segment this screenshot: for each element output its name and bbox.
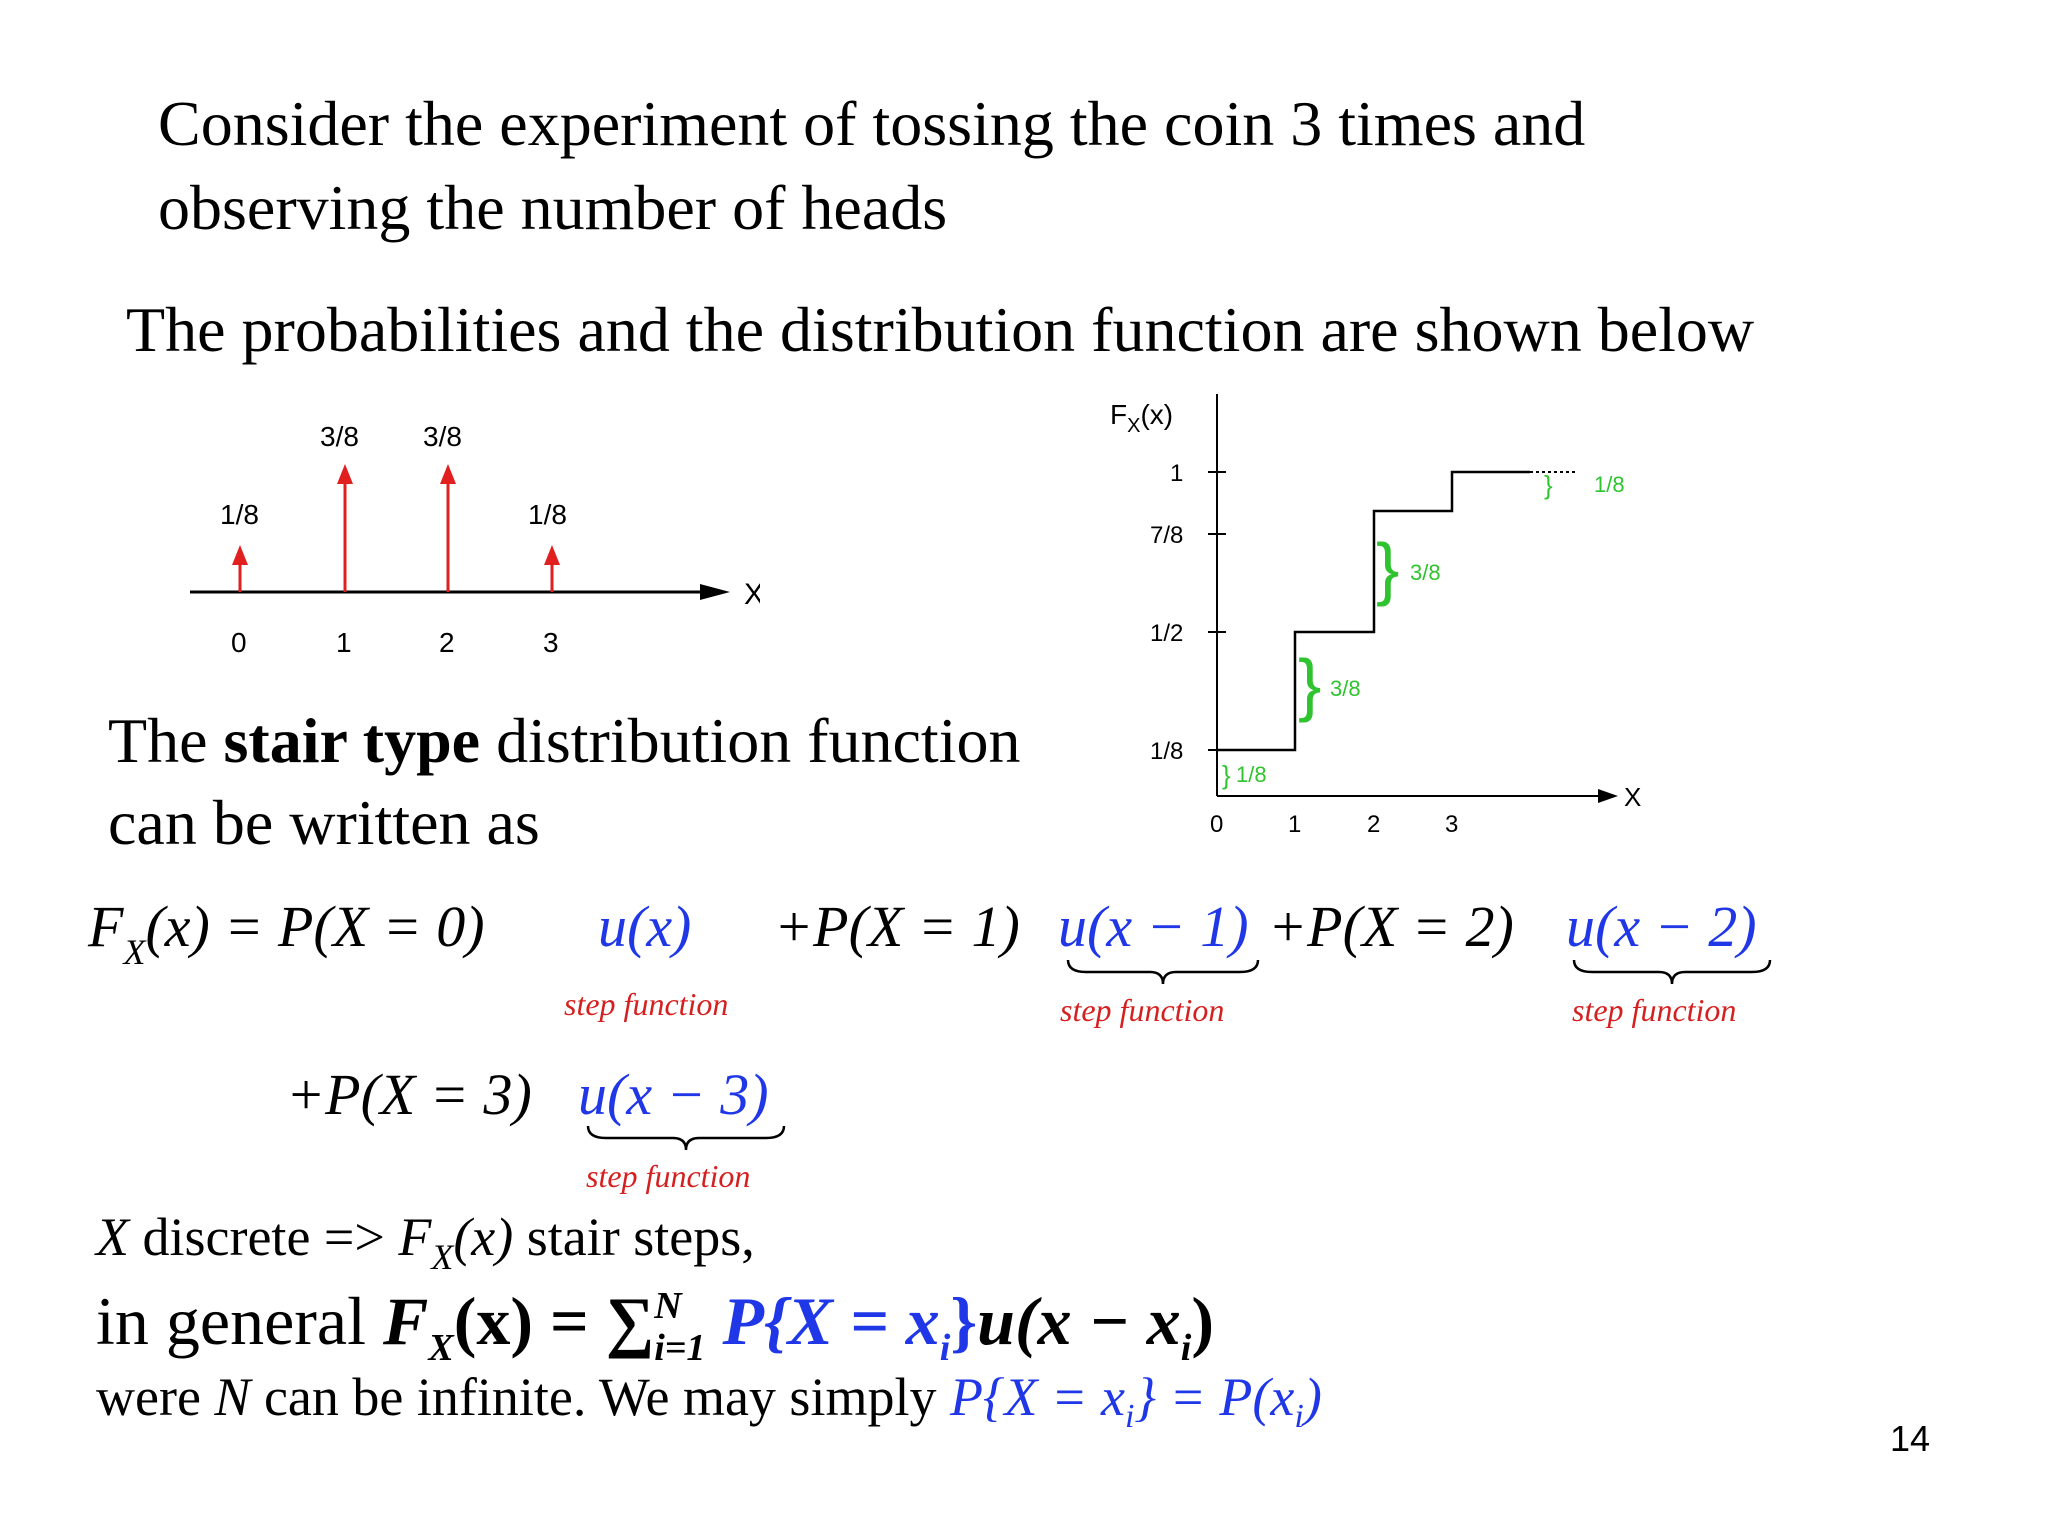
step-function-note-0: step function bbox=[564, 986, 729, 1022]
intro-line-2: observing the number of heads bbox=[158, 172, 948, 243]
cdf-y-tick-1-2: 1/2 bbox=[1150, 620, 1183, 647]
equation-line-1: FX(x) = P(X = 0) bbox=[88, 894, 485, 972]
brace-3 bbox=[586, 1125, 786, 1151]
cdf-chart: FX(x) X 1 7/8 1/2 1/8 0 1 2 3 } 1/8 } 3/… bbox=[1110, 394, 1641, 838]
cdf-x-axis bbox=[1217, 789, 1618, 803]
general-formula-line: in general FX(x) = ∑Ni=1 P{X = xi}u(x − … bbox=[96, 1283, 1215, 1369]
cdf-jump-3: 1/8 bbox=[1594, 472, 1625, 497]
cdf-x-tick-1: 1 bbox=[1288, 811, 1301, 838]
brace-1 bbox=[1066, 959, 1260, 985]
svg-text:}: } bbox=[1544, 470, 1553, 500]
discrete-line: X discrete => FX(x) stair steps, bbox=[96, 1207, 755, 1277]
stair-line-2: can be written as bbox=[108, 787, 540, 858]
cdf-axis-label: X bbox=[1624, 782, 1641, 812]
pmf-tick-2: 2 bbox=[439, 627, 455, 658]
pmf-tick-0: 0 bbox=[231, 627, 247, 658]
cdf-y-tick-1: 1 bbox=[1170, 460, 1183, 487]
cdf-jump-annotations: } 1/8 } 3/8 } 3/8 } 1/8 bbox=[1222, 470, 1625, 790]
svg-text:}: } bbox=[1376, 529, 1399, 607]
cdf-jump-0: 1/8 bbox=[1236, 762, 1267, 787]
cdf-jump-1: 3/8 bbox=[1330, 676, 1361, 701]
pmf-tick-1: 1 bbox=[336, 627, 352, 658]
equation-term-3: +P(X = 3) bbox=[286, 1062, 532, 1127]
cdf-x-tick-0: 0 bbox=[1210, 811, 1223, 838]
svg-text:}: } bbox=[1298, 645, 1321, 723]
pmf-impulse-1 bbox=[337, 464, 353, 592]
pmf-impulse-3 bbox=[544, 545, 560, 592]
step-function-note-2: step function bbox=[1572, 992, 1737, 1028]
svg-text:FX(x): FX(x) bbox=[1110, 399, 1173, 437]
pmf-label-3: 1/8 bbox=[528, 499, 567, 530]
pmf-impulse-2 bbox=[440, 464, 456, 592]
cdf-staircase bbox=[1217, 470, 1530, 752]
cdf-y-tick-7-8: 7/8 bbox=[1150, 522, 1183, 549]
cdf-x-tick-3: 3 bbox=[1445, 811, 1458, 838]
equation-term-2: +P(X = 2) bbox=[1268, 894, 1514, 959]
brace-2 bbox=[1572, 959, 1772, 985]
u-term-0: u(x) bbox=[598, 894, 692, 959]
u-term-1: u(x − 1) bbox=[1058, 894, 1249, 959]
u-term-3: u(x − 3) bbox=[578, 1062, 769, 1127]
stair-line-1: The stair type distribution function bbox=[108, 705, 1021, 776]
intro-line-1: Consider the experiment of tossing the c… bbox=[158, 88, 1586, 159]
pmf-x-axis bbox=[190, 584, 730, 600]
page-number: 14 bbox=[1890, 1418, 1931, 1459]
step-function-note-1: step function bbox=[1060, 992, 1225, 1028]
step-function-note-3: step function bbox=[586, 1158, 751, 1194]
pmf-label-1: 3/8 bbox=[320, 421, 359, 452]
pmf-label-2: 3/8 bbox=[423, 421, 462, 452]
pmf-chart: X 1/8 3/8 3/8 1/8 0 1 2 3 bbox=[190, 421, 760, 658]
cdf-jump-2: 3/8 bbox=[1410, 560, 1441, 585]
pmf-label-0: 1/8 bbox=[220, 499, 259, 530]
u-term-2: u(x − 2) bbox=[1566, 894, 1757, 959]
cdf-x-tick-2: 2 bbox=[1367, 811, 1380, 838]
pmf-tick-3: 3 bbox=[543, 627, 559, 658]
pmf-axis-label: X bbox=[744, 578, 760, 611]
cdf-y-tick-1-8: 1/8 bbox=[1150, 738, 1183, 765]
equation-term-1: +P(X = 1) bbox=[774, 894, 1020, 959]
cdf-y-title: FX(x) bbox=[1110, 399, 1173, 437]
infinite-note-line: were N can be infinite. We may simply P{… bbox=[96, 1367, 1322, 1435]
intro-line-3: The probabilities and the distribution f… bbox=[126, 294, 1755, 365]
pmf-impulse-0 bbox=[232, 545, 248, 592]
svg-text:}: } bbox=[1222, 760, 1231, 790]
